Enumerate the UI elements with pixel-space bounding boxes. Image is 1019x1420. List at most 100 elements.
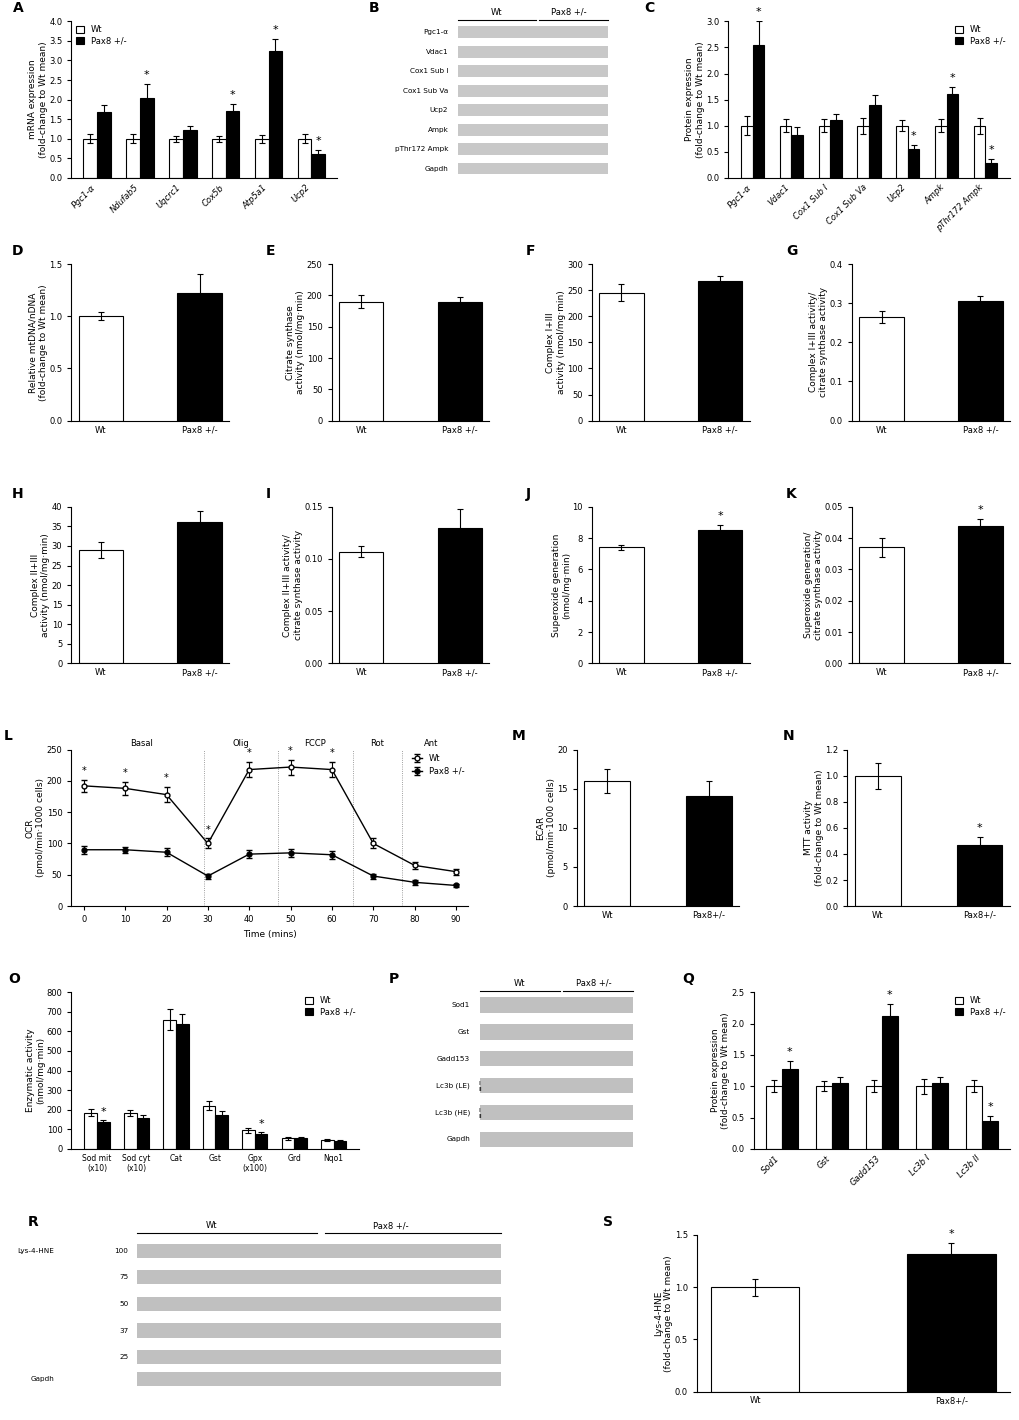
Legend: Wt, Pax8 +/-: Wt, Pax8 +/-: [75, 26, 126, 45]
Y-axis label: Complex II+III
activity (nmol/mg·min): Complex II+III activity (nmol/mg·min): [31, 532, 50, 638]
FancyBboxPatch shape: [458, 65, 607, 77]
Text: M: M: [512, 730, 525, 743]
Text: II: II: [478, 1113, 482, 1119]
Bar: [338, 552, 383, 663]
Bar: [868, 105, 879, 178]
Text: FCCP: FCCP: [305, 738, 326, 748]
Text: *: *: [101, 1106, 106, 1116]
Text: Lys-4-HNE: Lys-4-HNE: [17, 1248, 54, 1254]
Bar: [333, 1142, 345, 1149]
Text: Cox1 Sub I: Cox1 Sub I: [410, 68, 448, 74]
Bar: [965, 1086, 981, 1149]
FancyBboxPatch shape: [137, 1296, 500, 1311]
Text: Sod1: Sod1: [451, 1001, 470, 1008]
Text: *: *: [987, 145, 994, 155]
Bar: [298, 139, 311, 178]
Text: O: O: [8, 973, 20, 985]
Text: Basal: Basal: [130, 738, 153, 748]
Bar: [177, 294, 222, 420]
Bar: [981, 1120, 998, 1149]
Text: R: R: [28, 1214, 39, 1228]
Bar: [225, 111, 239, 178]
Text: I: I: [478, 1081, 480, 1086]
FancyBboxPatch shape: [137, 1271, 500, 1284]
Bar: [338, 301, 383, 420]
Bar: [764, 1086, 781, 1149]
Bar: [957, 301, 1002, 420]
Bar: [854, 775, 900, 906]
Text: C: C: [643, 1, 653, 16]
Bar: [858, 548, 903, 663]
Bar: [281, 1137, 293, 1149]
X-axis label: Time (mins): Time (mins): [243, 930, 297, 939]
Text: *: *: [164, 774, 169, 784]
Y-axis label: MTT activity
(fold-change to Wt mean): MTT activity (fold-change to Wt mean): [804, 770, 823, 886]
Text: D: D: [11, 244, 23, 258]
Bar: [752, 45, 763, 178]
Bar: [85, 1113, 97, 1149]
Text: II: II: [478, 1086, 482, 1092]
Bar: [203, 1106, 215, 1149]
Text: Q: Q: [682, 973, 693, 985]
Text: Pax8 +/-: Pax8 +/-: [373, 1221, 409, 1230]
Bar: [710, 1287, 799, 1392]
Bar: [255, 139, 268, 178]
Bar: [973, 126, 984, 178]
Bar: [182, 131, 197, 178]
Bar: [685, 797, 731, 906]
Bar: [137, 1118, 149, 1149]
Text: K: K: [785, 487, 796, 500]
Bar: [598, 293, 643, 420]
Text: *: *: [315, 136, 321, 146]
Y-axis label: Complex I+III
activity (nmol/mg·min): Complex I+III activity (nmol/mg·min): [545, 291, 565, 395]
FancyBboxPatch shape: [458, 104, 607, 116]
Text: *: *: [247, 748, 252, 758]
Y-axis label: Citrate synthase
activity (nmol/mg·min): Citrate synthase activity (nmol/mg·min): [285, 291, 305, 395]
Text: *: *: [288, 746, 292, 755]
Text: Cox1 Sub Va: Cox1 Sub Va: [403, 88, 448, 94]
Text: 25: 25: [119, 1355, 128, 1360]
Text: Wt: Wt: [206, 1221, 217, 1230]
FancyBboxPatch shape: [479, 1051, 633, 1066]
FancyBboxPatch shape: [479, 1078, 633, 1093]
Bar: [84, 139, 97, 178]
Text: Gapdh: Gapdh: [424, 166, 448, 172]
Text: H: H: [11, 487, 23, 500]
Bar: [858, 317, 903, 420]
Legend: Wt, Pax8 +/-: Wt, Pax8 +/-: [305, 997, 355, 1017]
Text: Pgc1-α: Pgc1-α: [423, 30, 448, 36]
Bar: [907, 1254, 995, 1392]
Y-axis label: mRNA expression
(fold-change to Wt mean): mRNA expression (fold-change to Wt mean): [29, 41, 48, 158]
Text: Rot: Rot: [370, 738, 384, 748]
Text: E: E: [265, 244, 274, 258]
Text: *: *: [910, 131, 915, 141]
FancyBboxPatch shape: [479, 997, 633, 1012]
Bar: [321, 1140, 333, 1149]
Bar: [915, 1086, 931, 1149]
Text: L: L: [4, 730, 13, 743]
Y-axis label: Protein expression
(fold-change to Wt mean): Protein expression (fold-change to Wt me…: [685, 41, 704, 158]
FancyBboxPatch shape: [458, 162, 607, 175]
Text: F: F: [525, 244, 535, 258]
Text: Wt: Wt: [514, 978, 525, 987]
Bar: [215, 1115, 228, 1149]
Bar: [956, 845, 1002, 906]
Text: Ucp2: Ucp2: [429, 106, 448, 114]
Bar: [163, 1020, 175, 1149]
Text: Lc3b (HE): Lc3b (HE): [434, 1109, 470, 1116]
Text: *: *: [949, 72, 954, 82]
Bar: [946, 94, 957, 178]
FancyBboxPatch shape: [458, 143, 607, 155]
FancyBboxPatch shape: [137, 1323, 500, 1338]
Bar: [741, 126, 752, 178]
Text: *: *: [272, 26, 278, 36]
Text: 100: 100: [114, 1248, 128, 1254]
Text: *: *: [122, 768, 127, 778]
Text: *: *: [716, 511, 722, 521]
Bar: [697, 281, 742, 420]
Text: I: I: [478, 1108, 480, 1113]
FancyBboxPatch shape: [458, 85, 607, 97]
Text: A: A: [13, 1, 23, 16]
Bar: [78, 317, 123, 420]
FancyBboxPatch shape: [137, 1350, 500, 1365]
